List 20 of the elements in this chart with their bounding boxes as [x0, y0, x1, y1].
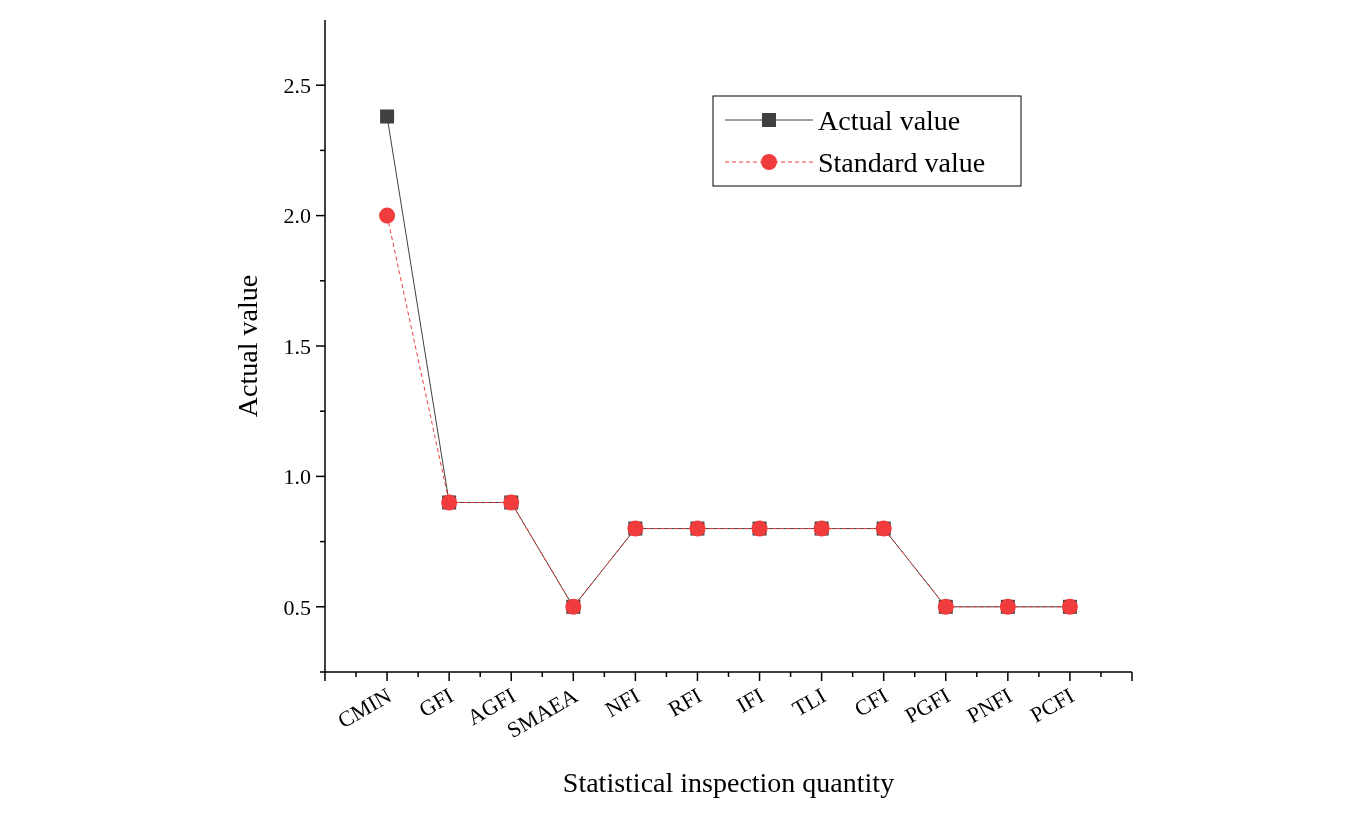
y-tick-label: 1.5: [283, 333, 311, 359]
x-tick-label: RFI: [663, 682, 706, 722]
y-axis-title: Actual value: [232, 274, 263, 418]
point: [380, 109, 395, 124]
x-tick-label: CFI: [850, 682, 893, 722]
y-tick-label: 1.0: [283, 464, 311, 490]
point: [379, 207, 396, 224]
x-tick-label: NFI: [600, 682, 644, 723]
y-tick-label: 0.5: [283, 594, 311, 620]
x-tick-label: PNFI: [962, 682, 1017, 729]
y-tick-label: 2.0: [283, 203, 311, 229]
x-axis-title: Statistical inspection quantity: [562, 767, 895, 798]
x-tick-label: PCFI: [1025, 682, 1079, 728]
legend-label: Actual value: [818, 104, 961, 136]
legend-label: Standard value: [818, 146, 986, 178]
x-tick-label: TLI: [787, 682, 831, 722]
x-tick-label: GFI: [414, 682, 458, 723]
x-tick-label: IFI: [732, 682, 769, 718]
x-tick-label: PGFI: [900, 682, 955, 729]
y-tick-label: 2.5: [283, 72, 311, 98]
